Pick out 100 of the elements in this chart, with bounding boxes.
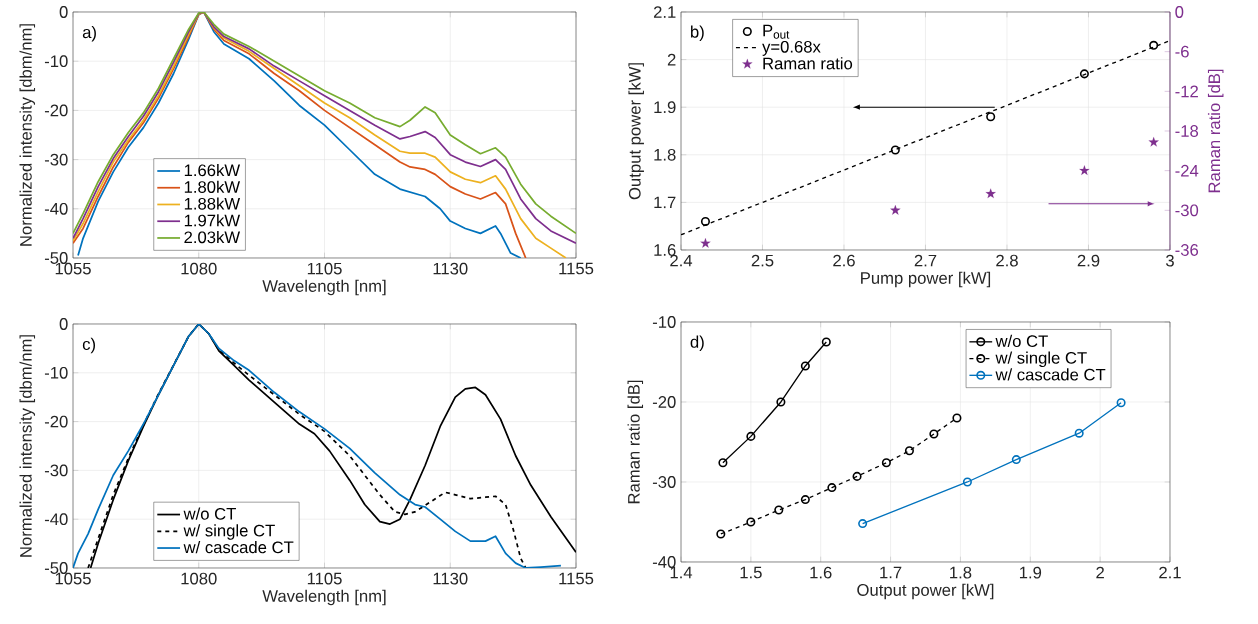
legend-label: 1.88kW	[184, 197, 241, 210]
y-tick-label: -10	[652, 316, 676, 328]
y-axis-title: Normalized intensity [dbm/nm]	[19, 24, 36, 246]
x-axis-title: Output power [kW]	[857, 583, 994, 600]
y-tick-label: 1.9	[654, 101, 676, 114]
y-tick-label: 1.6	[654, 244, 676, 256]
annotation: d)	[690, 335, 704, 352]
y-tick-label: -30	[652, 476, 676, 488]
y-tick-label: -50	[44, 252, 68, 264]
x-tick-label: 1.5	[740, 566, 762, 579]
point	[746, 431, 756, 441]
y-tick-label: -50	[44, 562, 68, 574]
x-tick-label: 1105	[307, 572, 342, 585]
point	[881, 458, 891, 468]
point	[746, 517, 756, 527]
annotation: c)	[82, 337, 95, 354]
legend-label: 1.66kW	[184, 163, 241, 177]
legend-label: w/ single CT	[995, 351, 1087, 368]
x-tick-label: 2.6	[833, 254, 855, 267]
y-tick-label: -20	[44, 104, 68, 117]
point	[800, 361, 810, 371]
point	[700, 237, 711, 248]
y-tick-label: 0	[59, 318, 68, 330]
legend-label: 1.80kW	[184, 180, 241, 193]
point	[890, 145, 900, 155]
point	[852, 471, 862, 481]
x-tick-label: 1.4	[670, 566, 693, 579]
legend-label: 1.97kW	[184, 214, 241, 227]
point	[1116, 398, 1126, 408]
y-tick-label: -40	[44, 513, 68, 526]
x-tick-label: 3	[1165, 254, 1174, 267]
legend-label: w/ cascade CT	[995, 368, 1106, 381]
point	[1148, 136, 1159, 147]
point	[929, 429, 939, 439]
x-tick-label: 1130	[433, 572, 468, 585]
x-tick-label: 1130	[433, 262, 468, 275]
point	[821, 337, 831, 347]
y-axis-title: Output power [kW]	[628, 63, 644, 200]
legend-label: w/o CT	[183, 507, 236, 520]
y-tick-label: 1.8	[654, 148, 676, 161]
x-tick-label: 1.9	[1019, 566, 1042, 579]
y-tick-label: -20	[44, 415, 68, 428]
point	[718, 458, 728, 468]
point	[716, 529, 726, 539]
y2-tick-label: -6	[1175, 45, 1189, 58]
x-tick-label: 2.1	[1159, 566, 1181, 579]
y-tick-label: 0	[59, 6, 68, 18]
y-tick-label: 2	[667, 53, 676, 66]
y-tick-label: -10	[44, 55, 68, 68]
annotation: a)	[82, 25, 96, 42]
x-axis-title: Wavelength [nm]	[262, 279, 386, 296]
point	[1074, 428, 1084, 438]
legend-label: y=0.68x	[762, 40, 821, 56]
point	[1079, 165, 1090, 176]
x-tick-label: 1.7	[880, 566, 902, 579]
point	[952, 413, 962, 423]
x-tick-label: 2.4	[670, 254, 693, 267]
point	[776, 397, 786, 407]
x-tick-label: 2.5	[751, 254, 774, 267]
x-tick-label: 1055	[55, 572, 91, 585]
x-tick-label: 1.6	[810, 566, 832, 579]
point	[962, 477, 972, 487]
x-tick-label: 1155	[559, 262, 594, 275]
point	[827, 483, 837, 493]
y-axis-title: Normalized intensity [dbm/nm]	[19, 335, 36, 557]
x-axis-title: Pump power [kW]	[861, 271, 991, 288]
y2-tick-label: -24	[1175, 164, 1199, 177]
legend-label: w/o CT	[995, 334, 1048, 348]
point	[904, 446, 914, 456]
y-axis-title: Raman ratio [dB]	[627, 380, 644, 504]
x-tick-label: 1155	[559, 572, 594, 585]
y-tick-label: -30	[44, 464, 68, 477]
y2-tick-label: -30	[1175, 204, 1199, 217]
y2-tick-label: -18	[1175, 125, 1199, 137]
y-tick-label: -20	[652, 396, 676, 408]
point	[774, 505, 784, 515]
y2-tick-label: -36	[1175, 244, 1199, 256]
point	[1011, 455, 1021, 465]
legend-label: w/ single CT	[183, 524, 275, 540]
y-tick-label: -30	[44, 153, 68, 166]
y-tick-label: -10	[44, 366, 68, 379]
point	[1079, 69, 1089, 79]
x-tick-label: 2.7	[914, 254, 937, 267]
legend-label: Raman ratio	[763, 57, 853, 70]
x-tick-label: 2.8	[996, 254, 1018, 267]
y2-tick-label: 0	[1175, 6, 1184, 18]
legend-label: w/ cascade CT	[183, 540, 294, 554]
point	[700, 216, 710, 226]
annotation: b)	[691, 25, 704, 42]
y2-tick-label: -12	[1175, 85, 1198, 98]
y-tick-label: 1.7	[654, 196, 676, 209]
x-tick-label: 1055	[55, 262, 91, 275]
y2-axis-title: Raman ratio [dB]	[1207, 69, 1224, 193]
point	[800, 495, 810, 505]
x-tick-label: 2.9	[1077, 254, 1100, 267]
x-tick-label: 1.8	[950, 566, 972, 579]
point	[985, 188, 996, 199]
y-tick-label: 2.1	[653, 6, 676, 18]
y-tick-label: -40	[652, 556, 676, 568]
point	[1149, 40, 1159, 50]
